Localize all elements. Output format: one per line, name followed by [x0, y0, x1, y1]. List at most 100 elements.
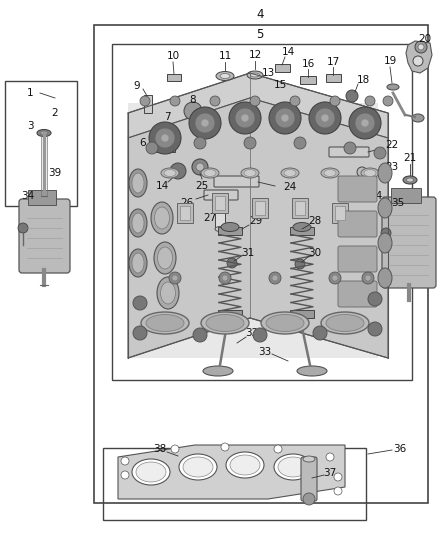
Ellipse shape — [154, 242, 176, 274]
Text: 6: 6 — [140, 138, 146, 148]
Text: 20: 20 — [418, 34, 431, 44]
Text: 15: 15 — [273, 80, 286, 90]
Circle shape — [18, 223, 28, 233]
FancyBboxPatch shape — [329, 147, 369, 157]
Bar — [292, 198, 308, 218]
Polygon shape — [128, 73, 388, 138]
Bar — [167, 74, 181, 81]
Circle shape — [195, 113, 215, 133]
FancyBboxPatch shape — [301, 457, 317, 501]
Ellipse shape — [321, 168, 339, 178]
Ellipse shape — [155, 207, 170, 229]
Circle shape — [253, 328, 267, 342]
Ellipse shape — [215, 227, 225, 231]
Text: 3: 3 — [27, 121, 33, 131]
Circle shape — [171, 445, 179, 453]
Text: 10: 10 — [166, 51, 180, 61]
Circle shape — [275, 108, 295, 128]
Circle shape — [222, 275, 228, 281]
Text: 28: 28 — [308, 216, 321, 226]
Bar — [255, 201, 265, 215]
Bar — [144, 95, 152, 113]
FancyBboxPatch shape — [338, 211, 377, 237]
Circle shape — [321, 114, 329, 122]
Circle shape — [349, 107, 381, 139]
Text: 13: 13 — [261, 68, 275, 78]
FancyBboxPatch shape — [338, 246, 377, 272]
Text: 36: 36 — [393, 444, 406, 454]
Circle shape — [241, 114, 249, 122]
Circle shape — [244, 137, 256, 149]
Circle shape — [329, 272, 341, 284]
Text: 34: 34 — [369, 191, 383, 201]
Bar — [326, 74, 341, 82]
Ellipse shape — [406, 178, 413, 182]
Ellipse shape — [129, 249, 147, 277]
Ellipse shape — [266, 314, 304, 332]
Circle shape — [219, 272, 231, 284]
Ellipse shape — [129, 209, 147, 237]
Circle shape — [269, 102, 301, 134]
Ellipse shape — [203, 366, 233, 376]
Bar — [215, 196, 225, 210]
FancyBboxPatch shape — [382, 197, 436, 288]
Text: 12: 12 — [248, 50, 261, 60]
Circle shape — [381, 228, 391, 238]
Circle shape — [121, 471, 129, 479]
Ellipse shape — [201, 312, 249, 334]
Text: 19: 19 — [383, 56, 397, 66]
FancyBboxPatch shape — [338, 281, 377, 307]
Ellipse shape — [157, 277, 179, 309]
Circle shape — [250, 96, 260, 106]
Circle shape — [294, 137, 306, 149]
Ellipse shape — [274, 454, 312, 480]
Ellipse shape — [378, 233, 392, 253]
Circle shape — [227, 258, 237, 268]
Text: 27: 27 — [203, 213, 217, 223]
Bar — [112, 44, 412, 380]
Circle shape — [303, 493, 315, 505]
Circle shape — [368, 322, 382, 336]
Circle shape — [383, 96, 393, 106]
Circle shape — [355, 113, 375, 133]
Ellipse shape — [146, 314, 184, 332]
Text: 25: 25 — [195, 181, 208, 191]
Ellipse shape — [37, 130, 51, 136]
Text: 7: 7 — [164, 112, 170, 122]
Bar — [103, 448, 366, 520]
Ellipse shape — [387, 84, 399, 90]
Text: 37: 37 — [323, 468, 337, 478]
Ellipse shape — [278, 457, 308, 477]
Circle shape — [357, 167, 367, 177]
Bar — [290, 310, 314, 318]
Text: 31: 31 — [241, 248, 254, 258]
Bar — [180, 206, 190, 220]
FancyBboxPatch shape — [204, 190, 238, 200]
Ellipse shape — [216, 71, 234, 80]
Circle shape — [194, 137, 206, 149]
Ellipse shape — [261, 312, 309, 334]
Circle shape — [274, 445, 282, 453]
Text: 8: 8 — [190, 95, 196, 105]
FancyBboxPatch shape — [338, 176, 377, 202]
Ellipse shape — [201, 168, 219, 178]
Ellipse shape — [244, 169, 256, 176]
Text: 34: 34 — [21, 191, 35, 201]
Polygon shape — [118, 445, 345, 499]
Ellipse shape — [132, 173, 144, 193]
Text: 35: 35 — [392, 198, 405, 208]
Text: 26: 26 — [180, 198, 194, 208]
Circle shape — [229, 102, 261, 134]
Text: 23: 23 — [385, 162, 399, 172]
Text: 2: 2 — [52, 108, 58, 118]
FancyBboxPatch shape — [19, 199, 70, 273]
Ellipse shape — [220, 74, 230, 78]
Text: 29: 29 — [249, 216, 263, 226]
Ellipse shape — [251, 73, 259, 77]
Circle shape — [201, 119, 209, 127]
Circle shape — [269, 272, 281, 284]
Ellipse shape — [132, 253, 144, 273]
Ellipse shape — [215, 205, 225, 209]
Text: 16: 16 — [301, 59, 314, 69]
Text: 9: 9 — [134, 81, 140, 91]
